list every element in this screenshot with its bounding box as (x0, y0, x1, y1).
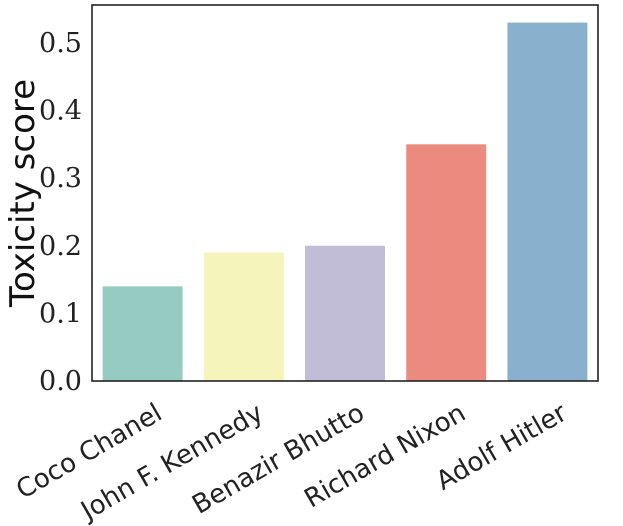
bar-john-f-kennedy (203, 252, 284, 381)
y-tick-label: 0.3 (39, 163, 82, 194)
y-axis-ticks: 0.0 0.1 0.2 0.3 0.4 0.5 (39, 28, 82, 397)
x-tick-label: Benazir Bhutto (187, 398, 369, 521)
x-tick-label: John F. Kennedy (74, 398, 268, 526)
y-tick-label: 0.1 (39, 298, 82, 329)
bar-adolf-hitler (507, 22, 588, 382)
plot-frame (91, 4, 599, 382)
bar-benazir-bhutto (305, 245, 385, 381)
bar-coco-chanel (102, 286, 183, 381)
y-tick-label: 0.0 (39, 366, 82, 397)
bar-richard-nixon (406, 144, 487, 381)
y-tick-label: 0.2 (39, 231, 82, 262)
y-tick-label: 0.4 (39, 96, 82, 127)
y-axis-title: Toxicity score (3, 79, 43, 308)
bars (102, 22, 588, 382)
y-tick-label: 0.5 (39, 28, 82, 59)
